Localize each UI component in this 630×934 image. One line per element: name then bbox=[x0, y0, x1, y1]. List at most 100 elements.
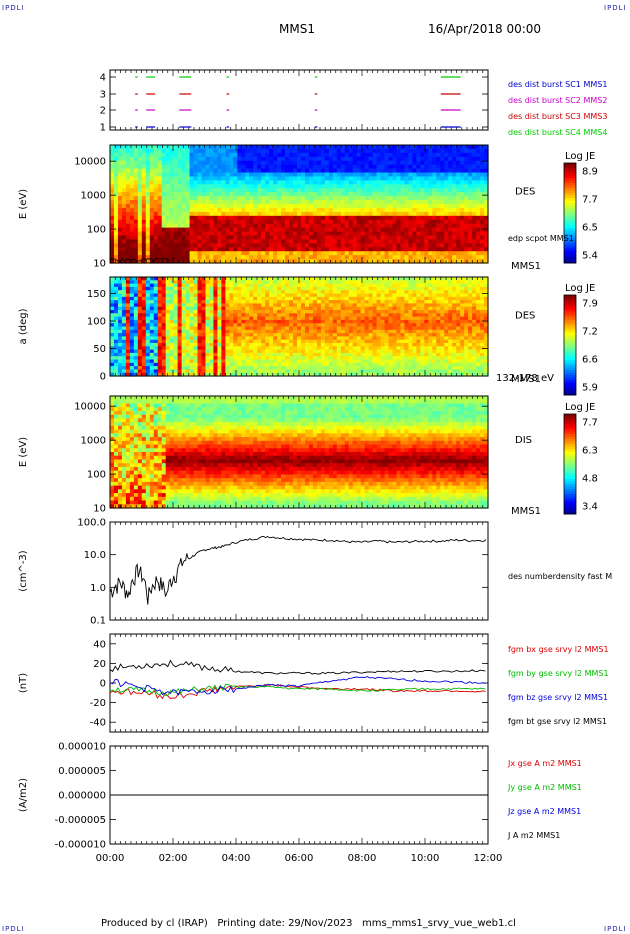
des-energy-cell bbox=[261, 180, 266, 185]
des-pitch-cell bbox=[289, 343, 294, 347]
des-energy-cell bbox=[137, 231, 143, 237]
des-energy-cell bbox=[141, 259, 147, 264]
des-pitch-cell bbox=[257, 339, 262, 344]
des-energy-cell bbox=[412, 176, 417, 181]
des-energy-cell bbox=[436, 259, 441, 264]
des-energy-cell bbox=[464, 156, 469, 162]
des-energy-cell bbox=[189, 235, 195, 240]
des-pitch-cell bbox=[185, 366, 191, 370]
des-pitch-cell bbox=[328, 316, 334, 321]
des-energy-cell bbox=[464, 196, 469, 201]
des-energy-cell bbox=[225, 227, 230, 233]
des-pitch-cell bbox=[324, 356, 330, 361]
des-pitch-cell bbox=[281, 339, 286, 344]
des-pitch-cell bbox=[245, 277, 250, 281]
des-pitch-cell bbox=[213, 296, 219, 301]
des-energy-cell bbox=[221, 152, 226, 158]
des-energy-cell bbox=[249, 160, 254, 166]
des-energy-cell bbox=[380, 255, 386, 260]
des-energy-cell bbox=[448, 204, 453, 209]
des-energy-cell bbox=[289, 235, 294, 240]
des-energy-cell bbox=[133, 148, 139, 154]
des-energy-cell bbox=[217, 251, 223, 256]
des-energy-cell bbox=[197, 176, 203, 181]
des-energy-cell bbox=[396, 223, 402, 229]
corner-label-tr: IPDLI bbox=[604, 4, 627, 12]
des-energy-cell bbox=[189, 200, 195, 205]
des-pitch-cell bbox=[217, 313, 223, 318]
des-energy-cell bbox=[396, 152, 402, 158]
des-energy-cell bbox=[185, 156, 191, 162]
des-pitch-cell bbox=[113, 293, 119, 298]
des-energy-cell bbox=[297, 211, 302, 217]
des-pitch-cell bbox=[121, 333, 127, 337]
des-energy-cell bbox=[372, 172, 378, 178]
des-pitch-cell bbox=[289, 280, 294, 285]
des-pitch-cell bbox=[117, 343, 123, 347]
des-pitch-cell bbox=[201, 306, 207, 311]
des-energy-cell bbox=[360, 172, 366, 178]
des-energy-cell bbox=[157, 227, 163, 233]
des-pitch-cell bbox=[205, 369, 211, 374]
des-pitch-cell bbox=[201, 362, 207, 367]
des-pitch-cell bbox=[161, 343, 167, 347]
des-pitch-cell bbox=[257, 296, 262, 301]
des-energy-cell bbox=[113, 223, 119, 229]
des-energy-cell bbox=[468, 148, 473, 154]
des-pitch-cell bbox=[189, 296, 195, 301]
des-energy-cell bbox=[304, 164, 310, 170]
des-energy-cell bbox=[189, 204, 195, 209]
des-pitch-cell bbox=[169, 290, 175, 295]
des-energy-cell bbox=[257, 255, 262, 260]
des-energy-cell bbox=[444, 259, 449, 264]
des-pitch-cell bbox=[324, 283, 330, 288]
des-energy-cell bbox=[320, 172, 326, 178]
des-energy-cell bbox=[209, 255, 215, 260]
des-energy-cell bbox=[169, 152, 175, 158]
des-energy-cell bbox=[340, 196, 346, 201]
des-pitch-cell bbox=[249, 346, 254, 351]
des-energy-cell bbox=[304, 215, 310, 221]
des-pitch-cell bbox=[129, 359, 135, 364]
des-energy-cell bbox=[209, 168, 215, 174]
des-energy-cell bbox=[344, 164, 350, 170]
des-energy-cell bbox=[245, 235, 250, 240]
des-pitch-cell bbox=[332, 336, 338, 341]
des-pitch-cell bbox=[293, 352, 298, 357]
des-pitch-cell bbox=[265, 346, 270, 351]
des-pitch-cell bbox=[225, 303, 230, 308]
des-pitch-cell bbox=[209, 359, 215, 364]
des-pitch-cell bbox=[245, 369, 250, 374]
des-pitch-cell bbox=[121, 290, 127, 295]
des-pitch-cell bbox=[110, 296, 115, 301]
des-energy-cell bbox=[185, 215, 191, 221]
des-pitch-cell bbox=[129, 286, 135, 291]
des-pitch-cell bbox=[285, 359, 290, 364]
des-pitch-cell bbox=[133, 283, 139, 288]
des-energy-cell bbox=[484, 180, 489, 185]
des-energy-cell bbox=[472, 204, 477, 209]
date-title: 16/Apr/2018 00:00 bbox=[428, 22, 542, 36]
des-energy-cell bbox=[129, 259, 135, 264]
des-pitch-cell bbox=[257, 366, 262, 370]
des-energy-cell bbox=[432, 145, 437, 150]
des-energy-cell bbox=[304, 207, 310, 213]
des-pitch-cell bbox=[197, 352, 203, 357]
des-energy-cell bbox=[312, 235, 318, 240]
des-energy-cell bbox=[456, 235, 461, 240]
des-energy-cell bbox=[133, 188, 139, 193]
des-pitch-cell bbox=[332, 306, 338, 311]
des-energy-cell bbox=[181, 227, 187, 233]
des-energy-cell bbox=[257, 235, 262, 240]
des-energy-cell bbox=[380, 227, 386, 233]
des-energy-cell bbox=[153, 192, 159, 197]
des-energy-cell bbox=[121, 227, 127, 233]
des-pitch-cell bbox=[113, 280, 119, 285]
des-pitch-cell bbox=[245, 293, 250, 298]
des-pitch-cell bbox=[153, 310, 159, 314]
des-energy-cell bbox=[444, 231, 449, 237]
des-pitch-cell bbox=[157, 290, 163, 295]
des-energy-cell bbox=[432, 192, 437, 197]
des-energy-cell bbox=[308, 172, 314, 178]
des-energy-cell bbox=[293, 223, 298, 229]
